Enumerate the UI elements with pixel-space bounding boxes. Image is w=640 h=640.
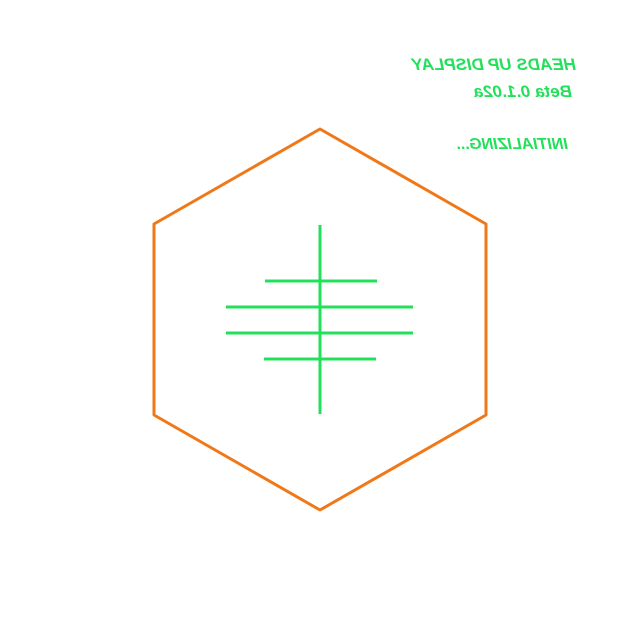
hud-text-block: HEADS UP DISPLAY Beta 0.1.02a INITIALIZI… bbox=[410, 55, 576, 153]
hexagon-frame-icon bbox=[152, 127, 488, 512]
hud-title: HEADS UP DISPLAY bbox=[410, 55, 576, 74]
crosshair-reticle-icon bbox=[226, 225, 413, 414]
hud-version: Beta 0.1.02a bbox=[474, 82, 572, 101]
hud-status: INITIALIZING... bbox=[456, 136, 568, 153]
